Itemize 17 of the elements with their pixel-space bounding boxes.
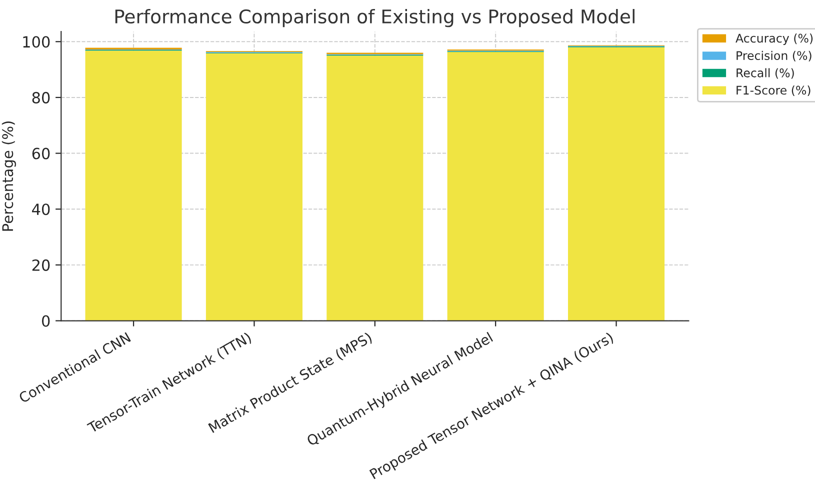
y-tick-label: 20 (32, 259, 50, 271)
bar (447, 52, 544, 321)
legend-label: Precision (%) (736, 50, 812, 62)
legend-label: Accuracy (%) (736, 34, 813, 45)
y-axis-title: Percentage (%) (2, 121, 16, 231)
chart-title: Performance Comparison of Existing vs Proposed Model (115, 9, 634, 28)
bar (85, 50, 182, 321)
y-tick-label: 40 (32, 204, 50, 216)
legend-label: F1-Score (%) (736, 86, 810, 96)
bar (206, 53, 302, 321)
legend-label: Recall (%) (736, 68, 794, 79)
y-tick-label: 100 (23, 36, 50, 48)
y-tick-label: 0 (42, 315, 50, 327)
y-tick-label: 60 (32, 148, 50, 160)
y-tick-label: 80 (32, 92, 50, 104)
bar (326, 56, 424, 321)
bar (568, 47, 665, 321)
